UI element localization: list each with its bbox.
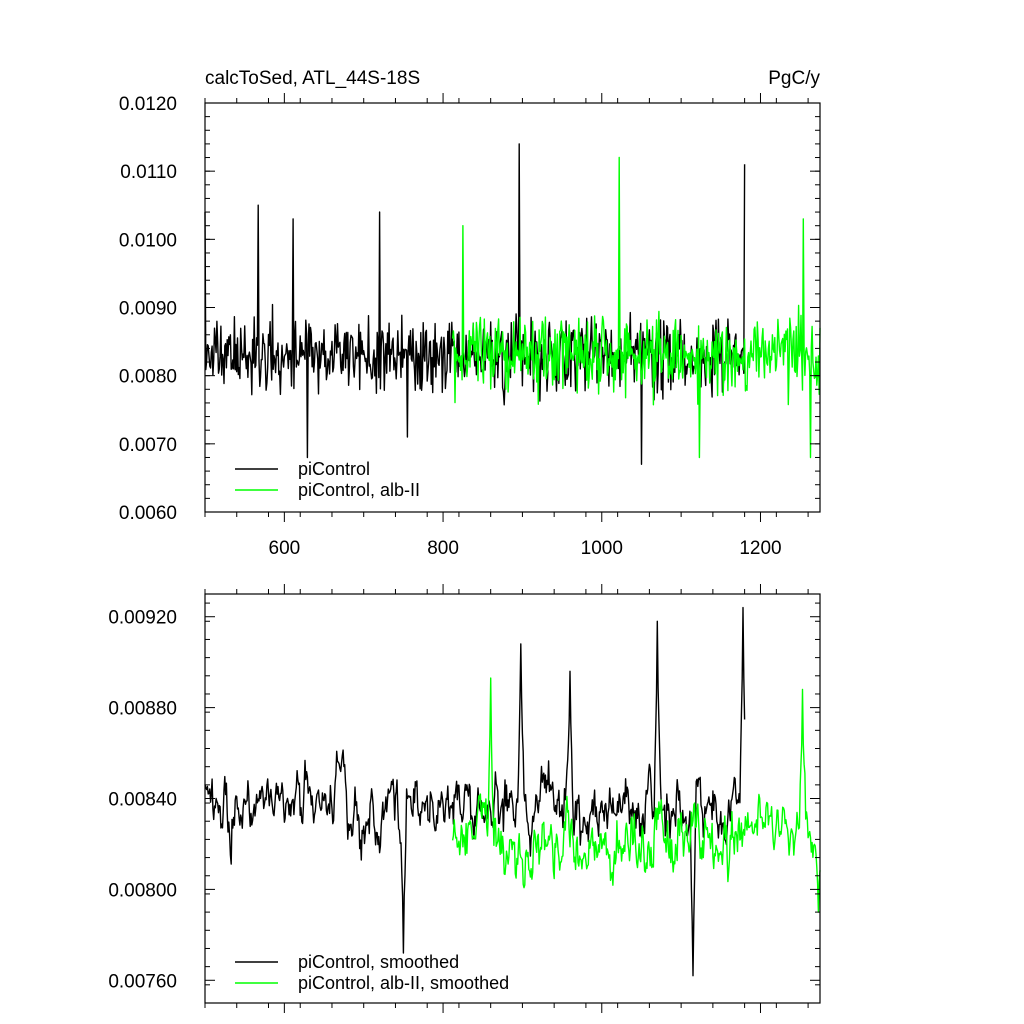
legend-label-alb: piControl, alb-II: [298, 480, 420, 500]
legend-label-picontrol-smoothed: piControl, smoothed: [298, 952, 459, 972]
x-tick-label: 800: [427, 538, 459, 559]
bottom-panel: 0.00760 0.00800 0.00840 0.00880 0.00920 piCo…: [108, 584, 821, 1013]
y-tick-label: 0.0110: [120, 162, 177, 183]
top-ticks: 0.0060 0.0070 0.0080 0.0090 0.0100 0.0110 0.01…: [119, 93, 820, 559]
series-line-alb-ii: [451, 156, 821, 459]
chart-title: calcToSed, ATL_44S-18S: [205, 68, 420, 89]
units-label: PgC/y: [768, 68, 820, 89]
y-tick-label: 0.0120: [119, 94, 177, 115]
x-tick-label: 600: [269, 538, 301, 559]
y-tick-label: 0.00840: [108, 790, 177, 811]
x-tick-label: 1200: [739, 538, 781, 559]
top-legend: piControl piControl, alb-II: [235, 459, 420, 500]
bottom-ticks: 0.00760 0.00800 0.00840 0.00880 0.00920: [108, 584, 820, 1013]
top-series-group: [204, 143, 821, 465]
y-tick-label: 0.0070: [119, 435, 177, 456]
y-tick-label: 0.0080: [119, 367, 177, 388]
series-line-alb-ii: [451, 677, 821, 913]
y-tick-label: 0.0100: [119, 230, 177, 251]
series-line-picontrol: [204, 606, 746, 977]
y-tick-label: 0.0060: [119, 503, 177, 524]
y-tick-label: 0.00880: [108, 699, 177, 720]
y-tick-label: 0.00920: [108, 608, 177, 629]
y-tick-label: 0.00800: [108, 880, 177, 901]
x-tick-label: 1000: [581, 538, 623, 559]
bottom-legend: piControl, smoothed piControl, alb-II, s…: [235, 952, 509, 993]
top-panel: calcToSed, ATL_44S-18S PgC/y 0.0060 0.007…: [119, 68, 821, 559]
series-line-picontrol: [204, 143, 746, 465]
y-tick-label: 0.0090: [119, 299, 177, 320]
y-tick-label: 0.00760: [108, 971, 177, 992]
top-plot-frame: [204, 102, 821, 513]
legend-label-alb-smoothed: piControl, alb-II, smoothed: [298, 973, 509, 993]
legend-label-picontrol: piControl: [298, 459, 370, 479]
bottom-series-group: [204, 606, 821, 977]
